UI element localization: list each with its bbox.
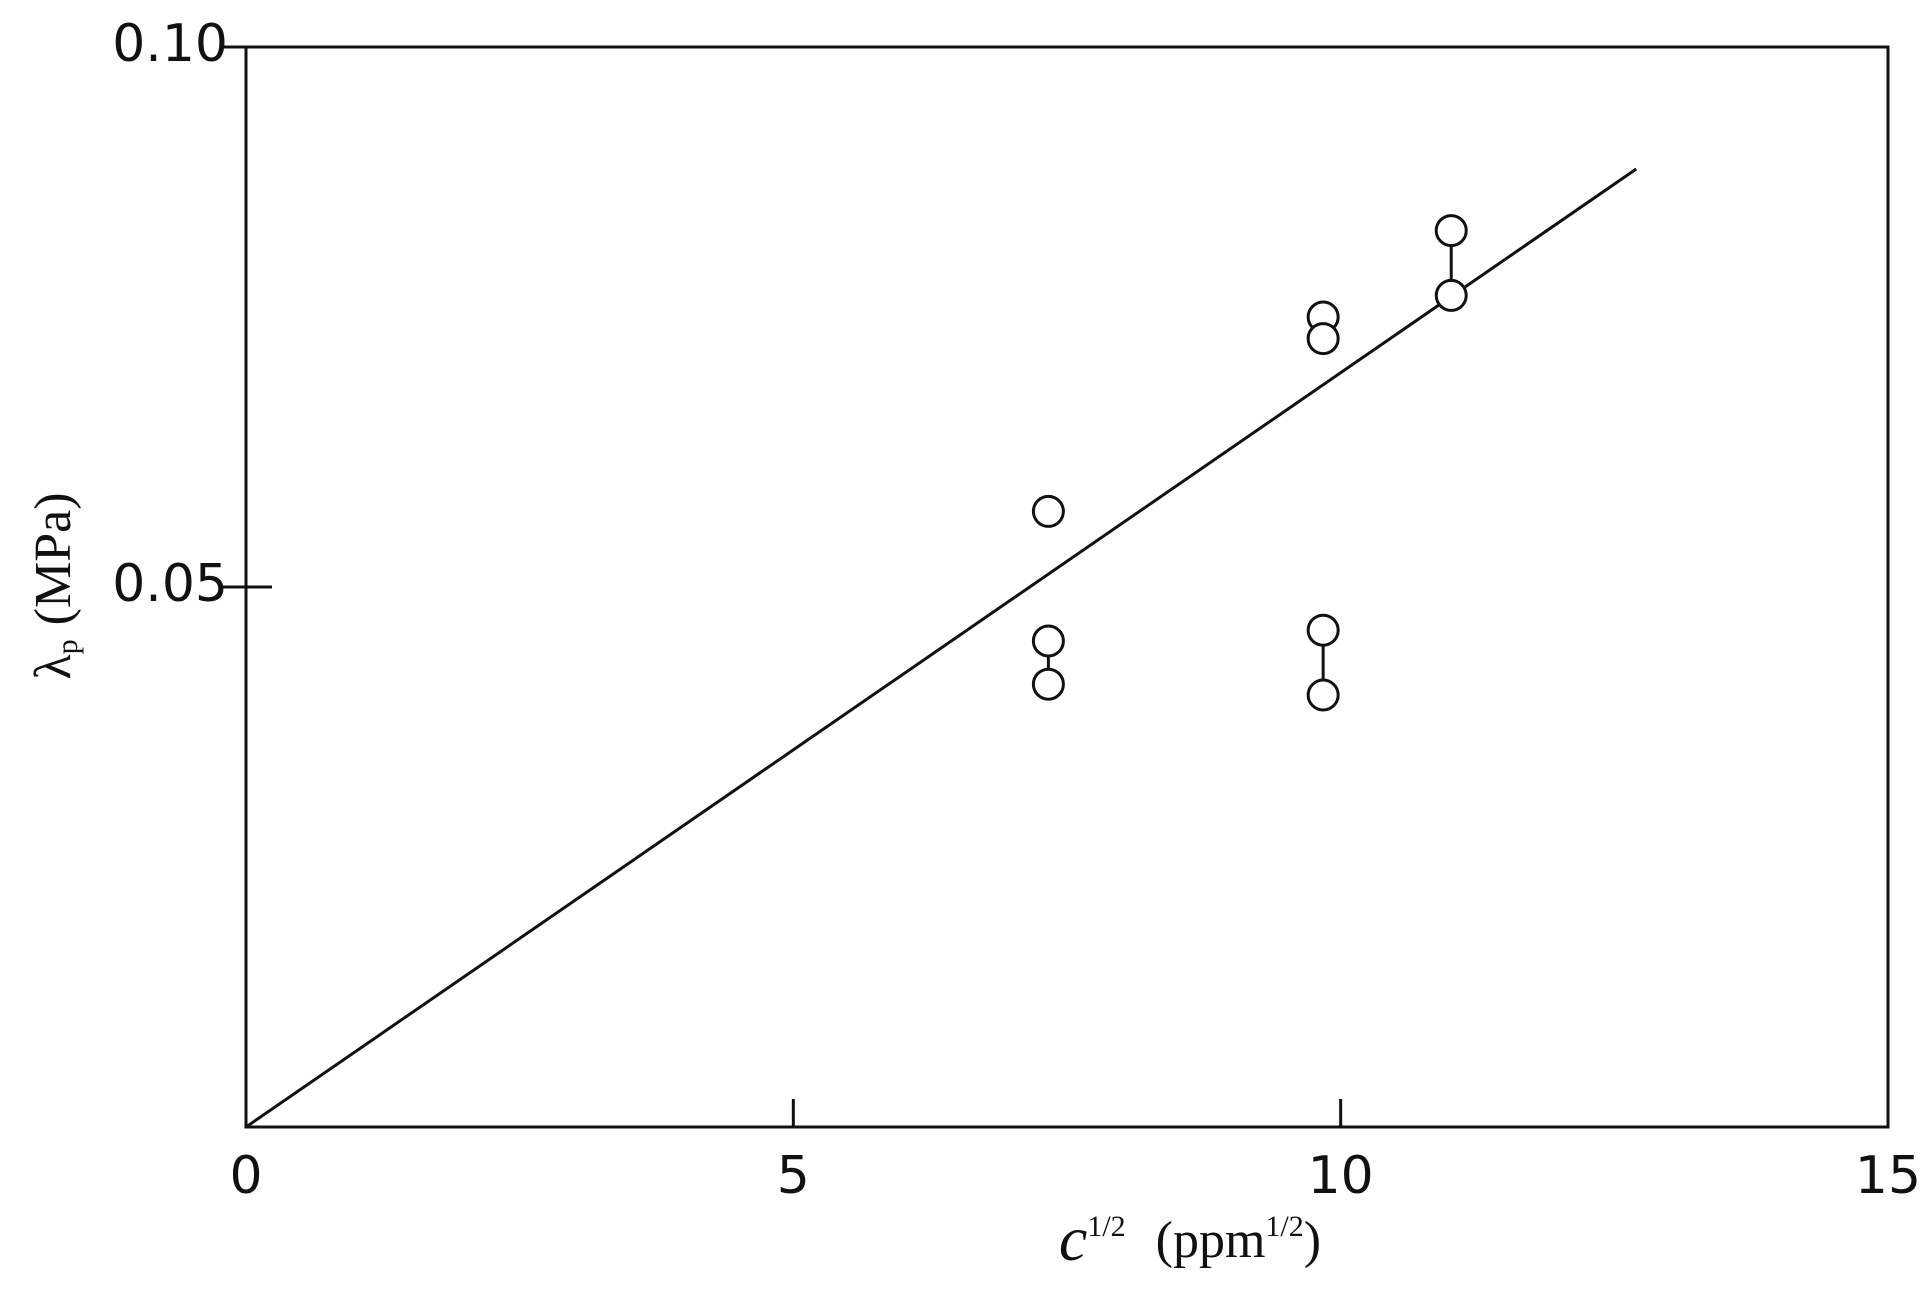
x-label-symbol: c bbox=[1059, 1203, 1087, 1274]
fit-line bbox=[245, 167, 1638, 1129]
y-tick-label: 0.05 bbox=[112, 554, 228, 614]
data-point bbox=[1306, 613, 1340, 647]
x-axis-label: c1/2 (ppm1/2) bbox=[1059, 1203, 1321, 1274]
x-tick-label: 5 bbox=[777, 1146, 810, 1206]
x-label-close: ) bbox=[1304, 1212, 1321, 1269]
y-axis-label: λp (MPa) bbox=[25, 492, 84, 679]
y-label-symbol: λ bbox=[25, 654, 82, 679]
data-point bbox=[1434, 214, 1468, 248]
data-point bbox=[1031, 667, 1065, 701]
y-tick-label: 0.10 bbox=[112, 14, 228, 74]
data-point bbox=[1434, 278, 1468, 312]
x-label-unit-sup: 1/2 bbox=[1265, 1210, 1303, 1243]
data-point bbox=[1306, 322, 1340, 356]
x-label-unit: (ppm bbox=[1156, 1212, 1266, 1269]
x-label-sup: 1/2 bbox=[1087, 1210, 1125, 1243]
x-tick-label: 10 bbox=[1308, 1146, 1374, 1206]
plot-frame bbox=[244, 45, 1890, 1129]
data-point bbox=[1031, 494, 1065, 528]
x-tick-label: 0 bbox=[229, 1146, 262, 1206]
x-tick-label: 15 bbox=[1855, 1146, 1920, 1206]
data-point bbox=[1031, 624, 1065, 658]
y-label-unit: (MPa) bbox=[25, 492, 82, 625]
y-label-sub: p bbox=[51, 639, 84, 654]
data-point bbox=[1306, 678, 1340, 712]
